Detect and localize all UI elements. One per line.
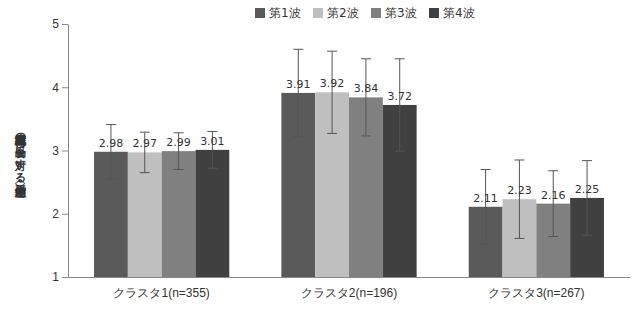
y-tick-mark [62,24,68,25]
marks [94,49,604,277]
y-tick-mark [62,151,68,152]
legend-label: 第1波 [269,6,301,20]
bar [162,151,196,277]
error-bar [106,125,116,179]
x-axis-line [69,277,631,278]
y-tick: 3 [52,144,68,158]
legend-item: 第4波 [429,6,475,20]
legend-label: 第3波 [385,6,417,20]
legend-item: 第1波 [255,6,301,20]
x-tick-label: クラスタ2(n=196) [301,286,397,300]
error-bar [514,160,524,238]
error-bar [327,51,337,133]
x-axis: クラスタ1(n=355) クラスタ2(n=196) クラスタ3(n=267) [69,278,631,300]
error-bars [207,59,592,235]
data-label: 3.72 [387,90,412,103]
data-label: 2.23 [507,184,532,197]
data-labels: 2.98 3.91 2.11 2.97 3.92 2.23 2.99 3.84 2.16 3.01… [99,77,600,204]
legend-item: 第2波 [313,6,359,20]
data-label: 2.99 [166,136,191,149]
legend-swatch [255,8,265,18]
y-tick-mark [62,277,68,278]
error-bar [582,161,592,236]
error-bar [395,59,405,151]
legend-swatch [371,8,381,18]
legend: 第1波 第2波 第3波 第4波 [255,6,475,20]
y-tick-label: 4 [52,81,59,95]
y-axis-title: 放射線災害地域の食品に対する態度（平均値） [14,125,28,198]
y-tick-mark [62,214,68,215]
legend-swatch [313,8,323,18]
x-tick-label: クラスタ1(n=355) [113,286,209,300]
data-label: 3.91 [286,78,311,91]
y-tick: 5 [52,17,68,31]
error-bar [293,49,303,136]
error-bar [361,59,371,136]
y-tick-label: 1 [52,270,59,284]
data-label: 2.25 [575,183,600,196]
legend-label: 第4波 [443,6,475,20]
data-label: 2.16 [541,189,566,202]
y-tick-label: 3 [52,144,59,158]
y-tick-mark [62,87,68,88]
plot: 1 2 3 4 5 クラスタ1(n=355) クラスタ2(n=196) クラスタ3(n=267… [52,17,630,299]
y-axis-line [68,25,69,278]
error-bars [140,51,525,238]
legend-item: 第3波 [371,6,417,20]
bar [195,150,229,277]
y-tick-label: 5 [52,17,59,31]
chart: 1 2 3 4 5 クラスタ1(n=355) クラスタ2(n=196) クラスタ3(n=267… [0,0,640,320]
data-label: 3.01 [200,135,225,148]
data-label: 3.84 [354,82,379,95]
y-tick: 1 [52,270,68,284]
legend-label: 第2波 [327,6,359,20]
x-tick: クラスタ2(n=196) [301,286,397,300]
error-bar [548,171,558,237]
x-tick-label: クラスタ3(n=267) [488,286,584,300]
error-bars [106,49,491,244]
x-tick: クラスタ3(n=267) [488,286,584,300]
x-tick: クラスタ1(n=355) [113,286,209,300]
y-tick-label: 2 [52,207,59,221]
data-label: 3.92 [320,77,345,90]
error-bars [174,59,559,237]
data-label: 2.97 [133,137,158,150]
y-tick: 2 [52,207,68,221]
y-axis: 1 2 3 4 5 [52,17,68,284]
legend-swatch [429,8,439,18]
y-tick: 4 [52,81,68,95]
data-label: 2.11 [473,192,498,205]
data-label: 2.98 [99,137,124,150]
error-bar [481,169,491,244]
